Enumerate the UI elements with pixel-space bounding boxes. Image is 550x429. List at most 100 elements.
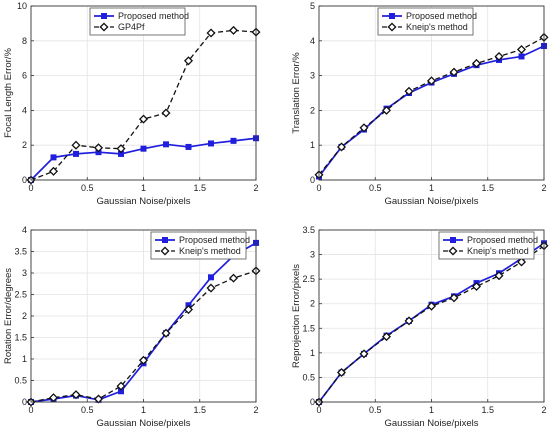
y-tick-label: 4 (22, 225, 27, 235)
x-axis-label: Gaussian Noise/pixels (385, 196, 479, 207)
y-tick-label: 2.5 (14, 290, 27, 300)
y-tick-label: 10 (17, 1, 27, 11)
x-tick-label: 0.5 (81, 183, 94, 193)
legend-label: Kneip's method (406, 22, 468, 32)
x-tick-label: 1 (141, 405, 146, 415)
x-tick-label: 1.5 (481, 405, 494, 415)
axes-frame (318, 5, 545, 181)
data-point (381, 332, 392, 342)
data-point (359, 123, 369, 133)
x-tick-label: 0.5 (369, 183, 382, 193)
y-tick-label: 0.5 (302, 372, 315, 382)
y-tick-label: 1 (310, 348, 315, 358)
data-point (138, 114, 149, 124)
data-point (101, 13, 107, 19)
x-axis-label: Gaussian Noise/pixels (97, 196, 191, 207)
data-point (71, 140, 81, 150)
legend-label: Proposed method (179, 235, 250, 245)
x-tick-label: 0.5 (81, 405, 94, 415)
legend-box (150, 231, 247, 260)
data-point (228, 25, 239, 35)
data-point (359, 349, 369, 359)
data-point (71, 390, 81, 400)
legend-label: GP4Pf (118, 22, 145, 32)
legend-label: Kneip's method (467, 246, 529, 256)
data-point (93, 394, 104, 404)
axes-frame (30, 229, 257, 403)
y-tick-label: 2.5 (302, 274, 315, 284)
data-point (228, 273, 239, 283)
axes-frame (30, 5, 257, 181)
data-point (516, 257, 527, 267)
legend-box (89, 7, 186, 36)
data-point (116, 381, 126, 391)
y-axis-label: Focal Length Error/% (3, 48, 14, 138)
y-axis-label: Rotation Error/degrees (3, 268, 14, 364)
y-tick-label: 4 (310, 36, 315, 46)
data-point (494, 51, 504, 61)
y-tick-label: 2 (22, 311, 27, 321)
data-point (208, 274, 214, 281)
data-point (518, 53, 525, 60)
data-point (183, 305, 194, 315)
data-point (206, 28, 216, 38)
y-tick-label: 1 (310, 140, 315, 150)
data-point (381, 105, 392, 115)
data-point (161, 108, 171, 118)
data-point (208, 140, 214, 147)
data-point (336, 367, 347, 378)
x-tick-label: 0 (28, 183, 33, 193)
legend-label: Proposed method (406, 11, 477, 21)
series-comparison-method (314, 241, 549, 407)
y-tick-label: 0.5 (14, 376, 27, 386)
data-point (99, 22, 109, 32)
data-point (162, 237, 168, 243)
data-point (48, 166, 59, 176)
y-tick-label: 5 (310, 1, 315, 11)
data-point (206, 283, 216, 293)
data-point (138, 355, 149, 365)
x-tick-label: 0 (28, 405, 33, 415)
data-point (163, 141, 169, 148)
legend-label: Kneip's method (179, 246, 241, 256)
x-tick-label: 2 (541, 183, 546, 193)
data-point (93, 143, 104, 153)
x-tick-label: 2 (253, 183, 258, 193)
y-tick-label: 2 (310, 105, 315, 115)
y-tick-label: 4 (22, 105, 27, 115)
data-point (183, 56, 194, 66)
data-point (50, 154, 57, 161)
y-tick-label: 3 (22, 268, 27, 278)
legend-box (438, 231, 535, 260)
y-tick-label: 0 (310, 397, 315, 407)
x-tick-label: 2 (253, 405, 258, 415)
data-point (494, 271, 504, 281)
y-tick-label: 3.5 (14, 247, 27, 257)
data-point (230, 137, 237, 144)
data-point (160, 246, 170, 256)
y-tick-label: 6 (22, 71, 27, 81)
x-tick-label: 1 (429, 405, 434, 415)
y-tick-label: 1.5 (302, 323, 315, 333)
data-point (185, 143, 192, 150)
data-point (426, 301, 437, 311)
data-point (449, 293, 459, 303)
legend-label: Proposed method (467, 235, 538, 245)
data-point (140, 145, 147, 152)
series-line (318, 245, 545, 403)
data-point (404, 316, 414, 326)
axes-frame (318, 229, 545, 403)
x-tick-label: 1.5 (481, 183, 494, 193)
data-point (471, 281, 482, 292)
x-tick-label: 0 (316, 183, 321, 193)
x-tick-label: 1.5 (193, 183, 206, 193)
data-point (471, 58, 482, 68)
y-tick-label: 3 (310, 71, 315, 81)
x-tick-label: 1 (141, 183, 146, 193)
x-tick-label: 1 (429, 183, 434, 193)
y-tick-label: 1.5 (14, 333, 27, 343)
